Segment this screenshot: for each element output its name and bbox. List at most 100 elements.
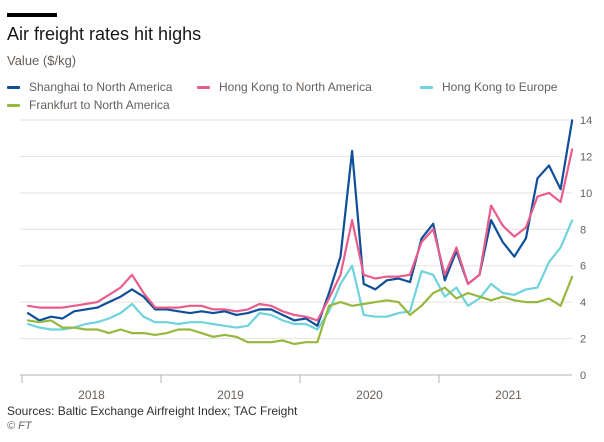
data-point	[478, 273, 481, 276]
data-point	[119, 295, 122, 298]
legend-label: Hong Kong to Europe	[442, 80, 558, 94]
data-point	[223, 310, 226, 313]
data-point	[165, 306, 168, 309]
data-point	[165, 332, 168, 335]
data-point	[131, 332, 133, 335]
data-point	[432, 222, 435, 225]
data-point	[61, 326, 64, 329]
data-point	[189, 304, 191, 307]
data-point	[374, 277, 377, 280]
data-point	[142, 315, 145, 318]
data-point	[455, 297, 458, 300]
data-point	[50, 315, 52, 318]
data-point	[131, 288, 133, 291]
data-point	[212, 308, 215, 311]
data-point	[96, 301, 99, 304]
data-point	[501, 292, 504, 294]
data-point	[73, 304, 76, 307]
data-point	[38, 326, 41, 329]
data-point	[339, 273, 342, 276]
ft-brand-bar	[7, 13, 57, 17]
data-point	[328, 304, 330, 307]
data-point	[223, 308, 226, 311]
data-point	[397, 277, 400, 280]
data-point	[559, 304, 562, 307]
data-point	[107, 293, 110, 296]
legend-item-shanghai: Shanghai to North America	[7, 80, 172, 94]
data-point	[73, 326, 76, 329]
data-point	[258, 341, 261, 344]
legend-item-hongkong-europe: Hong Kong to Europe	[420, 80, 557, 94]
data-point	[548, 297, 550, 300]
data-point	[443, 295, 446, 298]
data-point	[38, 319, 41, 322]
data-point	[548, 261, 550, 263]
data-point	[119, 328, 122, 331]
data-point	[293, 343, 296, 345]
data-point	[351, 219, 354, 222]
data-point	[316, 328, 319, 331]
data-point	[339, 255, 342, 258]
data-point	[467, 304, 469, 307]
data-point	[235, 326, 238, 329]
data-point	[96, 306, 99, 309]
data-point	[270, 313, 272, 316]
data-point	[374, 288, 377, 291]
data-point	[26, 304, 29, 307]
data-point	[223, 324, 226, 327]
data-point	[212, 335, 215, 338]
data-point	[200, 332, 203, 335]
data-point	[420, 237, 423, 240]
source-note: Sources: Baltic Exchange Airfreight Inde…	[7, 404, 298, 418]
data-point	[385, 299, 388, 302]
data-point	[385, 275, 388, 278]
data-point	[200, 321, 203, 324]
x-tick-label: 2020	[356, 388, 383, 402]
data-point	[409, 273, 411, 276]
data-point	[304, 323, 307, 325]
data-point	[235, 310, 238, 313]
y-tick-label: 8	[580, 224, 586, 236]
data-point	[212, 323, 215, 325]
data-point	[478, 295, 481, 298]
data-point	[571, 148, 574, 151]
data-point	[559, 201, 562, 203]
data-point	[524, 301, 527, 304]
data-point	[200, 310, 203, 313]
data-point	[409, 281, 411, 284]
data-point	[351, 304, 354, 307]
data-point	[258, 312, 261, 314]
data-point	[270, 341, 272, 344]
ft-credit: © FT	[7, 420, 32, 432]
data-point	[165, 308, 168, 311]
data-point	[536, 286, 539, 289]
data-point	[536, 177, 539, 180]
x-tick-label: 2021	[495, 388, 522, 402]
data-point	[513, 293, 516, 296]
data-point	[397, 301, 400, 304]
data-point	[443, 286, 446, 289]
data-point	[246, 312, 249, 314]
data-point	[362, 313, 365, 316]
data-point	[467, 292, 469, 294]
legend-swatch	[7, 104, 20, 108]
data-point	[258, 303, 261, 305]
data-point	[177, 328, 180, 331]
data-point	[189, 328, 191, 331]
legend-swatch	[420, 86, 433, 90]
data-point	[84, 308, 87, 311]
legend-item-hongkong-na: Hong Kong to North America	[197, 80, 372, 94]
data-point	[96, 321, 99, 324]
y-tick-label: 12	[580, 151, 592, 163]
data-point	[490, 283, 493, 285]
data-point	[38, 321, 41, 324]
data-point	[339, 301, 342, 304]
data-point	[281, 310, 284, 313]
data-point	[316, 319, 319, 322]
x-tick-label: 2019	[217, 388, 244, 402]
data-point	[571, 219, 574, 222]
data-point	[409, 310, 411, 313]
y-tick-label: 14	[580, 115, 592, 127]
data-point	[513, 255, 516, 258]
data-point	[316, 341, 319, 344]
